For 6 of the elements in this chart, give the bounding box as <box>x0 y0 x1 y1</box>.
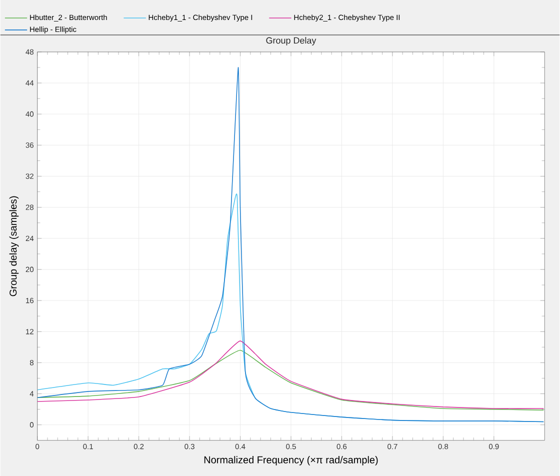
line-series <box>37 350 544 410</box>
y-axis-title: Group delay (samples) <box>9 196 19 296</box>
line-series <box>37 66 544 422</box>
x-axis-title: Normalized Frequency (×π rad/sample) <box>204 456 378 466</box>
chart-title: Group Delay <box>266 36 316 46</box>
line-series <box>37 340 544 409</box>
